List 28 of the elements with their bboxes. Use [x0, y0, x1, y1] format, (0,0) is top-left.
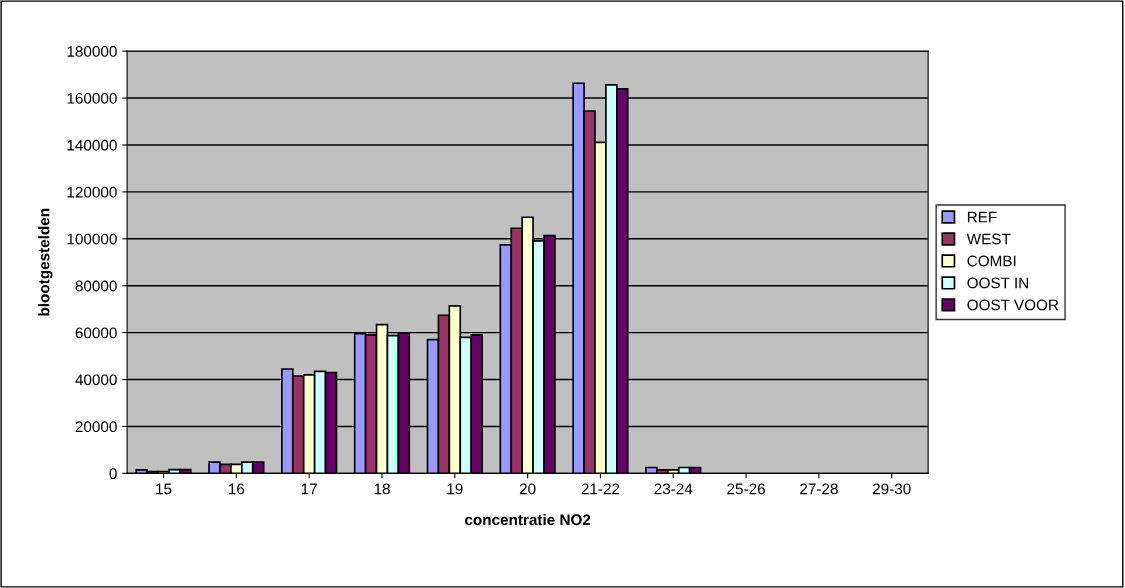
x-tick-label: 27-28 [800, 483, 838, 495]
y-tick-label: 160000 [67, 92, 117, 104]
x-tick-label: 21-22 [581, 483, 620, 495]
legend-label: WEST [966, 233, 1011, 245]
x-tick-label: 19 [447, 483, 463, 495]
y-tick-label: 120000 [67, 186, 117, 198]
y-axis-title: blootgestelden [38, 208, 53, 316]
y-tick-label: 140000 [67, 139, 117, 151]
x-tick-label: 15 [156, 483, 172, 495]
x-tick-label: 16 [229, 483, 245, 495]
x-tick-label: 18 [374, 483, 390, 495]
y-tick-label: 80000 [75, 280, 117, 292]
x-tick-label: 20 [519, 483, 536, 495]
x-axis-title: concentratie NO2 [464, 513, 591, 526]
y-tick-label: 40000 [75, 374, 117, 386]
y-tick-label: 0 [109, 468, 117, 480]
y-tick-label: 100000 [67, 233, 117, 245]
y-tick-label: 20000 [75, 421, 117, 433]
x-tick-label: 23-24 [654, 483, 693, 495]
legend-label: REF [967, 211, 997, 223]
y-tick-label: 60000 [75, 327, 117, 339]
legend-label: OOST VOOR [967, 299, 1059, 311]
y-tick-label: 180000 [67, 46, 117, 57]
x-tick-label: 25-26 [727, 483, 765, 495]
legend-label: COMBI [967, 255, 1016, 267]
x-tick-label: 29-30 [872, 483, 911, 495]
x-tick-label: 17 [301, 483, 317, 495]
legend-label: OOST IN [967, 277, 1028, 289]
